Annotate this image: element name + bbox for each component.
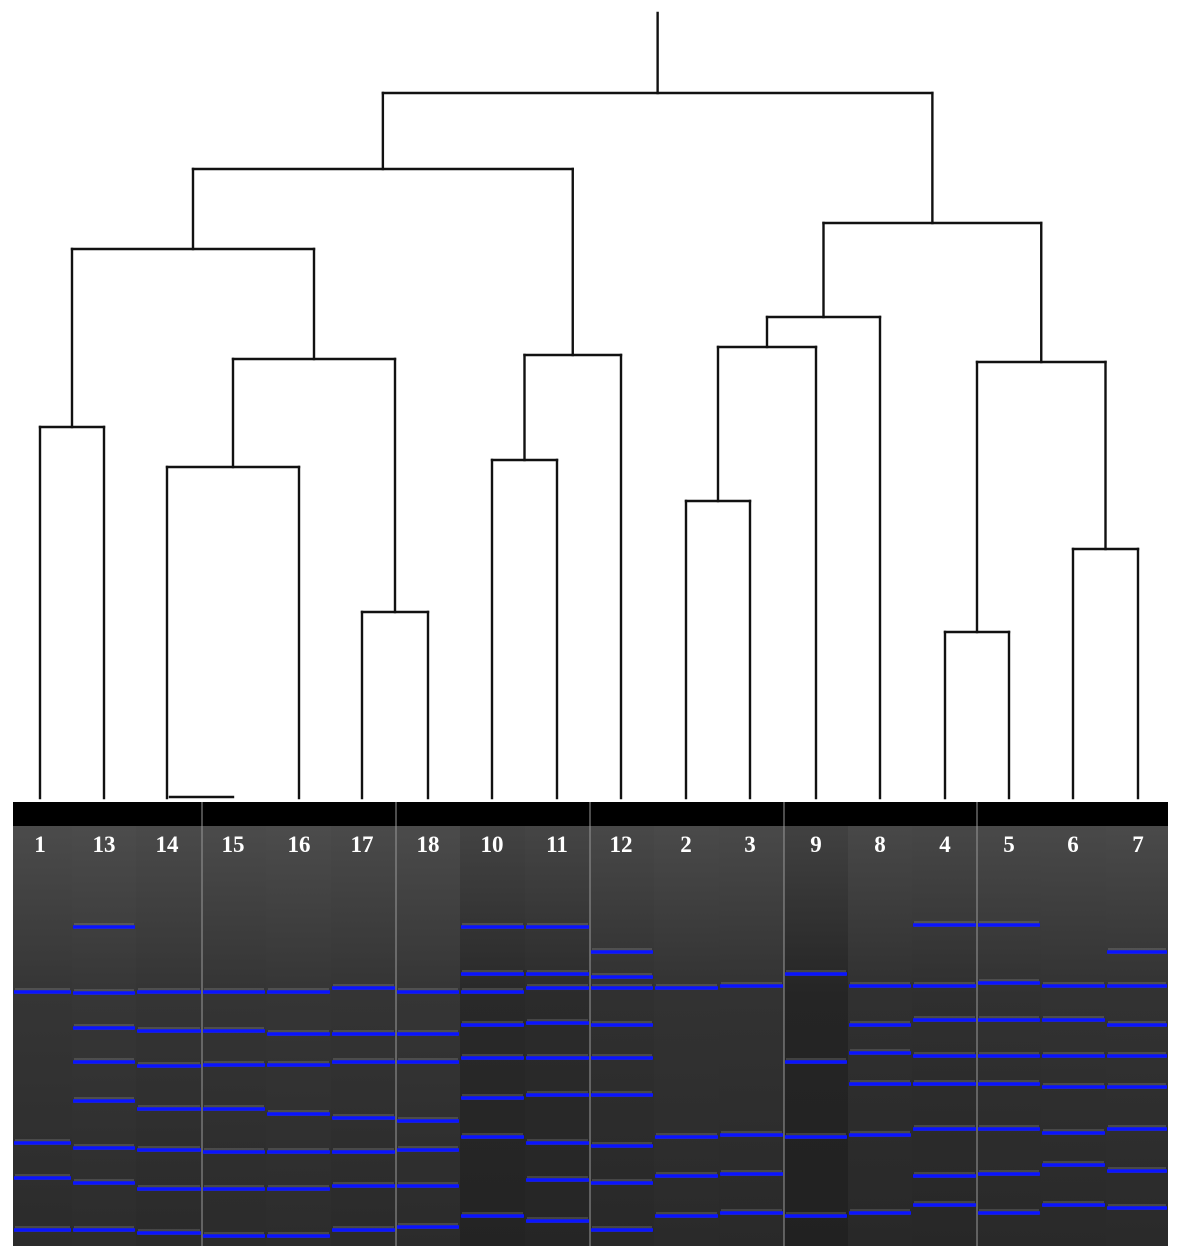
lane-label-7: 7	[1132, 832, 1144, 857]
lane-label-8: 8	[874, 832, 886, 857]
lane-label-14: 14	[156, 832, 180, 857]
gel-lane-9	[784, 826, 848, 1246]
lane-label-9: 9	[810, 832, 822, 857]
lane-label-12: 12	[610, 832, 633, 857]
gel-lane-7	[1106, 826, 1168, 1246]
lane-label-16: 16	[288, 832, 311, 857]
lane-label-15: 15	[222, 832, 245, 857]
gel-lane-1	[13, 826, 72, 1246]
gel-lane-18	[396, 826, 460, 1246]
gel-lane-12	[590, 826, 654, 1246]
gel-lane-2	[654, 826, 719, 1246]
lane-label-1: 1	[34, 832, 46, 857]
gel-lane-5	[977, 826, 1041, 1246]
lane-label-18: 18	[417, 832, 440, 857]
lane-label-11: 11	[546, 832, 568, 857]
gel-lane-15	[202, 826, 266, 1246]
gel-lane-8	[848, 826, 912, 1246]
gel-lane-6	[1041, 826, 1106, 1246]
lane-label-13: 13	[93, 832, 116, 857]
lane-labels: 1 13 14 15 16 17 18 10 11 12 2 3 9 8 4 5 6 7	[34, 832, 1144, 857]
gel-lanes	[13, 826, 1168, 1246]
gel-lane-17	[331, 826, 396, 1246]
lane-label-6: 6	[1067, 832, 1079, 857]
gel-lane-13	[72, 826, 136, 1246]
gel-lane-11	[525, 826, 590, 1246]
gel-lane-16	[266, 826, 331, 1246]
gel-lane-3	[719, 826, 784, 1246]
gel-lane-14	[136, 826, 202, 1246]
gel-panel-separators	[201, 802, 978, 1246]
lane-label-5: 5	[1003, 832, 1015, 857]
lane-label-3: 3	[744, 832, 756, 857]
lane-label-10: 10	[481, 832, 504, 857]
dendrogram	[38, 11, 1140, 800]
gel-lane-10	[460, 826, 525, 1246]
lane-label-17: 17	[351, 832, 374, 857]
lane-label-4: 4	[939, 832, 951, 857]
gel-image: 1 13 14 15 16 17 18 10 11 12 2 3 9 8 4 5 6 7	[13, 802, 1168, 1246]
gel-lane-4	[912, 826, 977, 1246]
gel-bands	[14, 921, 1167, 1238]
lane-label-2: 2	[680, 832, 692, 857]
